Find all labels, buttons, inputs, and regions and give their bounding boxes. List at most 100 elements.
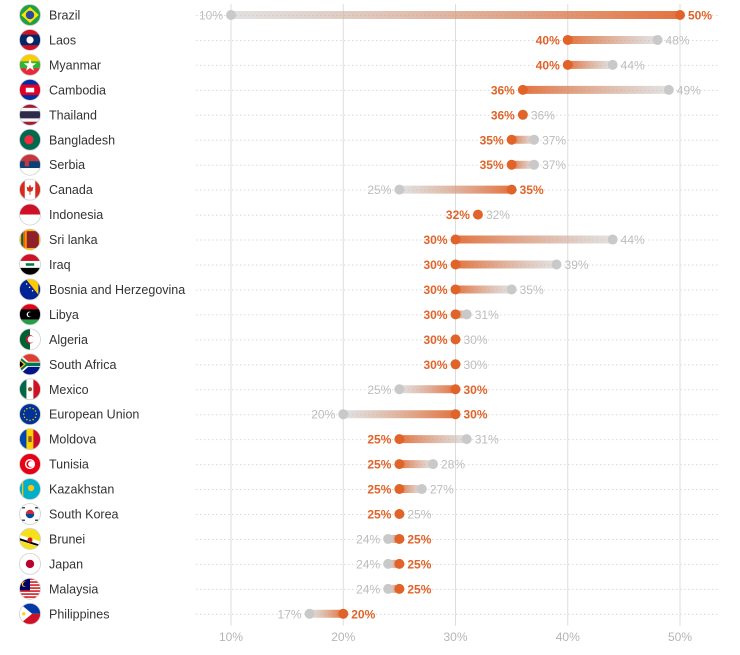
new-value-dot bbox=[506, 184, 517, 195]
country-label: Sri lanka bbox=[49, 233, 98, 247]
country-label: South Africa bbox=[49, 358, 116, 372]
new-value-dot bbox=[517, 84, 528, 95]
country-label: Kazakhstan bbox=[49, 483, 114, 497]
old-value-label: 39% bbox=[565, 258, 589, 272]
new-value-label: 35% bbox=[480, 133, 504, 147]
brunei-flag-icon bbox=[19, 528, 41, 550]
new-value-dot bbox=[394, 583, 405, 594]
flag-outline bbox=[19, 4, 41, 26]
old-value-dot bbox=[226, 10, 236, 20]
new-value-dot bbox=[450, 234, 461, 245]
new-value-label: 32% bbox=[446, 208, 470, 222]
flag-outline bbox=[19, 153, 41, 176]
new-value-dot bbox=[394, 558, 405, 569]
old-value-label: 24% bbox=[356, 532, 380, 546]
chart-row: Indonesia 32% 32% bbox=[19, 203, 718, 226]
new-value-dot bbox=[562, 34, 573, 45]
cambodia-flag-icon bbox=[19, 79, 41, 101]
country-label: Libya bbox=[49, 308, 79, 322]
old-value-label: 27% bbox=[430, 483, 454, 497]
chart-row: European Union 20% 30% bbox=[19, 403, 718, 426]
old-value-label: 20% bbox=[311, 408, 335, 422]
new-value-label: 30% bbox=[423, 283, 447, 297]
serbia-flag-icon bbox=[19, 154, 41, 176]
old-value-dot bbox=[383, 583, 394, 594]
country-label: Laos bbox=[49, 33, 76, 47]
chart-row: South Africa 30% 30% bbox=[19, 353, 718, 376]
old-value-label: 31% bbox=[475, 433, 499, 447]
flag-outline bbox=[19, 478, 41, 500]
new-value-label: 35% bbox=[480, 158, 504, 172]
new-value-label: 36% bbox=[491, 108, 515, 122]
chart-row: South Korea 25% 25% bbox=[19, 503, 718, 525]
old-value-label: 37% bbox=[542, 158, 566, 172]
new-value-label: 50% bbox=[688, 9, 712, 23]
old-value-label: 24% bbox=[356, 582, 380, 596]
old-value-dot bbox=[607, 234, 618, 245]
rows: Brazil 10% 50% Laos 40% 48% Myanmar 40% 44% Cambo… bbox=[19, 4, 718, 625]
new-value-dot bbox=[450, 359, 461, 370]
country-label: Indonesia bbox=[49, 208, 103, 222]
chart-row: Japan 24% 25% bbox=[19, 553, 718, 575]
new-value-label: 25% bbox=[407, 582, 431, 596]
japan-flag-icon bbox=[19, 553, 41, 575]
thailand-flag-icon bbox=[19, 104, 41, 126]
new-value-dot bbox=[394, 533, 405, 544]
chart-row: Thailand 36% 36% bbox=[19, 103, 718, 126]
old-value-label: 35% bbox=[520, 283, 544, 297]
tunisia-flag-icon bbox=[19, 453, 41, 475]
country-label: European Union bbox=[49, 408, 139, 422]
chart-row: Brazil 10% 50% bbox=[19, 4, 718, 26]
old-value-label: 37% bbox=[542, 133, 566, 147]
new-value-dot bbox=[394, 484, 405, 495]
country-label: South Korea bbox=[49, 508, 119, 522]
chart-row: Sri lanka 30% 44% bbox=[19, 228, 718, 251]
country-label: Canada bbox=[49, 183, 93, 197]
chart-row: Bangladesh 35% 37% bbox=[19, 128, 718, 151]
indonesia-flag-icon bbox=[19, 204, 41, 226]
x-tick-label: 20% bbox=[331, 630, 355, 644]
country-label: Brunei bbox=[49, 532, 85, 546]
chart-row: Canada 25% 35% bbox=[19, 178, 718, 201]
old-value-dot bbox=[461, 434, 472, 445]
flag-outline bbox=[19, 353, 41, 376]
new-value-label: 30% bbox=[423, 233, 447, 247]
flag-outline bbox=[19, 528, 41, 550]
old-value-label: 25% bbox=[407, 508, 431, 522]
country-label: Cambodia bbox=[49, 83, 106, 97]
bangladesh-flag-icon bbox=[19, 129, 41, 151]
eu-flag-icon bbox=[19, 403, 41, 425]
new-value-dot bbox=[506, 159, 517, 170]
new-value-label: 30% bbox=[423, 258, 447, 272]
old-value-dot bbox=[428, 459, 439, 470]
new-value-label: 30% bbox=[423, 308, 447, 322]
flag-outline bbox=[19, 203, 41, 226]
flag-outline bbox=[19, 29, 41, 51]
old-value-dot bbox=[394, 384, 405, 395]
old-value-label: 30% bbox=[464, 358, 488, 372]
chart-row: Moldova 25% 31% bbox=[19, 428, 718, 451]
new-value-dot bbox=[450, 284, 461, 295]
new-value-dot bbox=[394, 459, 405, 470]
flag-outline bbox=[19, 178, 41, 201]
old-value-dot bbox=[416, 484, 427, 495]
country-label: Algeria bbox=[49, 333, 88, 347]
country-label: Philippines bbox=[49, 607, 109, 621]
old-value-label: 30% bbox=[464, 333, 488, 347]
chart-row: Iraq 30% 39% bbox=[19, 253, 718, 276]
old-value-label: 49% bbox=[677, 83, 701, 97]
moldova-flag-icon bbox=[19, 428, 41, 450]
new-value-label: 25% bbox=[367, 508, 391, 522]
chart-row: Serbia 35% 37% bbox=[19, 153, 718, 176]
flag-outline bbox=[19, 328, 41, 351]
new-value-label: 25% bbox=[367, 458, 391, 472]
country-label: Moldova bbox=[49, 433, 96, 447]
old-value-dot bbox=[383, 558, 394, 569]
old-value-label: 24% bbox=[356, 557, 380, 571]
old-value-dot bbox=[304, 608, 315, 619]
old-value-label: 28% bbox=[441, 458, 465, 472]
x-axis: 10% 20% 30% 40% 50% bbox=[219, 630, 692, 644]
new-value-label: 20% bbox=[351, 607, 375, 621]
old-value-dot bbox=[652, 34, 663, 45]
brazil-flag-icon bbox=[19, 4, 41, 26]
